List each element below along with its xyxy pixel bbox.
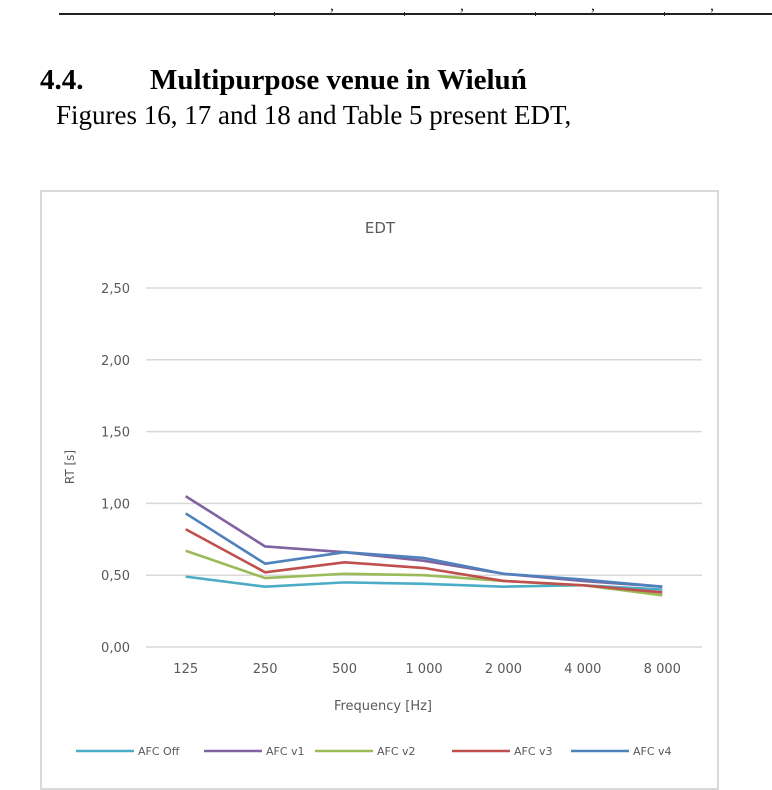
table-cell-fragment: , — [330, 0, 334, 14]
series-line-afc-v3 — [185, 528, 663, 594]
legend-label: AFC v2 — [377, 745, 416, 757]
series-line-afc-v4 — [185, 512, 663, 588]
y-axis-label: RT [s] — [63, 450, 77, 484]
table-cell-fragment: , — [591, 0, 595, 14]
chart-title: EDT — [365, 219, 396, 237]
legend-label: AFC v3 — [514, 745, 553, 757]
y-tick-label: 1,50 — [101, 426, 130, 441]
paragraph-text: Figures 16, 17 and 18 and Table 5 presen… — [56, 100, 572, 130]
table-bottom-border — [59, 13, 772, 15]
table-column-separator — [664, 12, 665, 16]
x-tick-label: 250 — [253, 662, 278, 677]
edt-chart: EDT RT [s] Frequency [Hz] 0,00 0,50 1,00 1,… — [63, 219, 702, 757]
x-tick-label: 2 000 — [485, 662, 522, 677]
x-tick-label: 4 000 — [564, 662, 601, 677]
legend-label: AFC Off — [138, 745, 180, 757]
x-tick-label: 1 000 — [405, 662, 442, 677]
y-tick-label: 0,50 — [101, 569, 130, 584]
table-column-separator — [535, 12, 536, 16]
y-tick-label: 2,00 — [101, 354, 130, 369]
table-cell-fragment: , — [710, 0, 714, 14]
section-heading: 4.4. Multipurpose venue in Wieluń — [40, 64, 527, 97]
x-tick-label: 125 — [173, 662, 198, 677]
series-line-afc-off — [185, 575, 663, 591]
x-tick-label: 500 — [332, 662, 357, 677]
section-title: Multipurpose venue in Wieluń — [150, 64, 527, 96]
legend-label: AFC v1 — [266, 745, 305, 757]
table-cell-fragment: , — [460, 0, 464, 14]
legend-label: AFC v4 — [633, 745, 672, 757]
series-line-afc-v1 — [185, 495, 663, 588]
y-tick-label: 0,00 — [101, 641, 130, 656]
y-tick-label: 2,50 — [101, 282, 130, 297]
x-tick-label: 8 000 — [644, 662, 681, 677]
y-tick-label: 1,00 — [101, 497, 130, 512]
x-axis-label: Frequency [Hz] — [334, 699, 432, 714]
section-number: 4.4. — [40, 64, 84, 96]
table-column-separator — [404, 12, 405, 16]
table-column-separator — [274, 12, 275, 16]
